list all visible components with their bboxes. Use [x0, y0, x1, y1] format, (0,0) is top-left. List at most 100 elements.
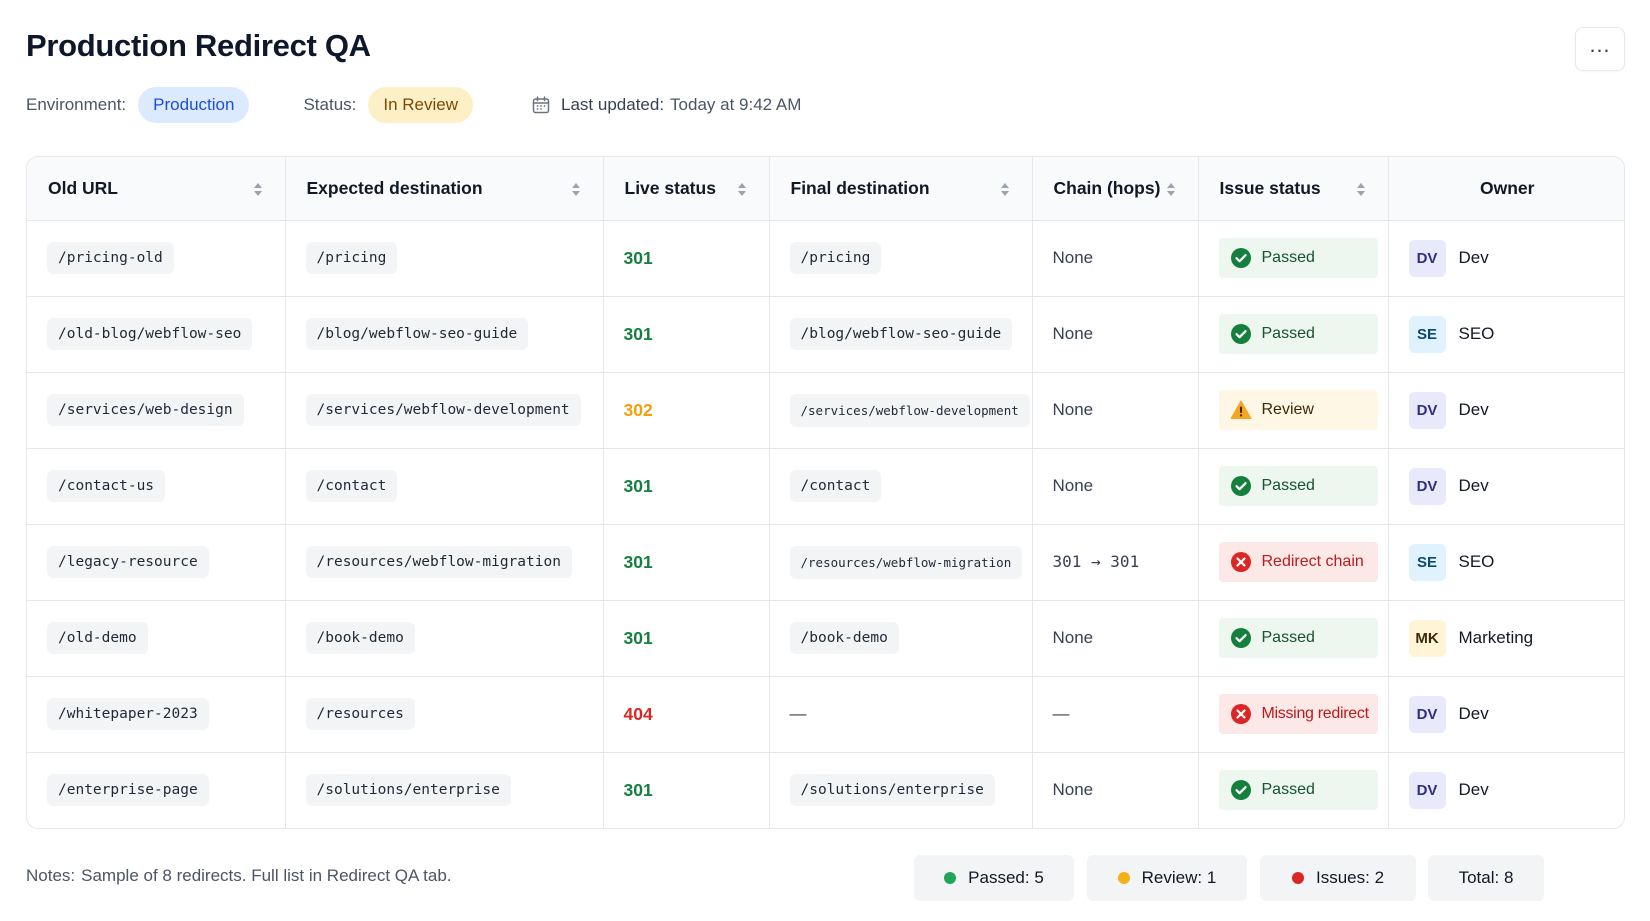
column-header-label: Final destination — [790, 177, 930, 198]
table-row[interactable]: /legacy-resource/resources/webflow-migra… — [27, 524, 1624, 601]
old-url-chip[interactable]: /services/web-design — [47, 394, 244, 426]
column-header-live-status[interactable]: Live status — [603, 157, 770, 221]
issue-status-label: Missing redirect — [1261, 705, 1370, 722]
cell-expected-destination: /services/webflow-development — [285, 372, 604, 449]
column-header-chain-hops[interactable]: Chain (hops) — [1032, 157, 1199, 221]
table-row[interactable]: /contact-us/contact 301/contact None Passed… — [27, 448, 1624, 525]
issue-status-badge[interactable]: Review — [1218, 390, 1378, 430]
issue-status-badge[interactable]: Passed — [1218, 238, 1378, 278]
sort-icon[interactable] — [1356, 181, 1366, 196]
cell-expected-destination: /solutions/enterprise — [285, 752, 604, 828]
owner[interactable]: DV Dev — [1408, 239, 1607, 277]
cell-owner: MK Marketing — [1388, 600, 1624, 677]
cell-live-status: 301 — [603, 296, 770, 373]
sort-icon[interactable] — [571, 181, 581, 196]
issue-status-badge[interactable]: Passed — [1218, 466, 1378, 506]
last-updated-label: Last updated: — [561, 95, 665, 114]
final-destination-chip[interactable]: /blog/webflow-seo-guide — [789, 318, 1013, 350]
final-destination-chip[interactable]: /solutions/enterprise — [789, 774, 995, 807]
cell-owner: SE SEO — [1388, 296, 1624, 373]
issue-status-label: Redirect chain — [1261, 553, 1364, 570]
avatar: SE — [1408, 315, 1446, 353]
owner[interactable]: DV Dev — [1408, 391, 1607, 429]
summary-review[interactable]: Review: 1 — [1087, 855, 1247, 901]
column-header-issue-status[interactable]: Issue status — [1198, 157, 1389, 221]
owner[interactable]: SE SEO — [1408, 315, 1607, 353]
sort-icon[interactable] — [1000, 181, 1010, 196]
expected-destination-chip[interactable]: /book-demo — [305, 622, 415, 654]
expected-destination-chip[interactable]: /pricing — [305, 242, 398, 274]
passed-dot-icon — [944, 872, 957, 884]
owner[interactable]: DV Dev — [1408, 771, 1607, 809]
sort-icon[interactable] — [253, 181, 263, 196]
expected-destination-chip[interactable]: /resources/webflow-migration — [305, 546, 572, 578]
old-url-chip[interactable]: /contact-us — [47, 470, 166, 502]
status-badge[interactable]: In Review — [368, 87, 474, 123]
avatar: DV — [1408, 467, 1446, 505]
column-header-expected-destination[interactable]: Expected destination — [285, 157, 604, 221]
old-url-chip[interactable]: /whitepaper-2023 — [47, 698, 209, 730]
owner-name: Dev — [1458, 400, 1489, 419]
issue-status-badge[interactable]: Missing redirect — [1218, 694, 1378, 734]
issues-dot-icon — [1291, 872, 1304, 884]
column-header-final-destination[interactable]: Final destination — [769, 157, 1033, 221]
check-circle-icon — [1230, 476, 1251, 496]
table-row[interactable]: /services/web-design/services/webflow-de… — [27, 372, 1624, 449]
sort-icon[interactable] — [1166, 181, 1176, 196]
cell-issue-status: Passed — [1198, 296, 1389, 373]
old-url-chip[interactable]: /old-blog/webflow-seo — [47, 318, 253, 350]
owner-name: SEO — [1458, 552, 1495, 571]
review-count: 1 — [1206, 868, 1217, 887]
old-url-chip[interactable]: /old-demo — [47, 622, 148, 654]
column-header-old-url[interactable]: Old URL — [27, 157, 286, 221]
final-destination-chip[interactable]: /resources/webflow-migration — [789, 545, 1023, 579]
owner[interactable]: SE SEO — [1408, 543, 1607, 581]
column-header-label: Old URL — [48, 177, 118, 198]
live-status-code: 302 — [623, 399, 653, 420]
error-circle-icon — [1230, 552, 1251, 572]
cell-owner: DV Dev — [1388, 372, 1624, 449]
final-destination-chip[interactable]: /contact — [789, 470, 882, 502]
cell-chain-hops: None — [1032, 372, 1199, 449]
table-row[interactable]: /whitepaper-2023/resources 404 — — Missing r… — [27, 676, 1624, 753]
cell-live-status: 301 — [603, 448, 770, 525]
expected-destination-chip[interactable]: /services/webflow-development — [305, 394, 581, 426]
table-row[interactable]: /enterprise-page/solutions/enterprise 301… — [27, 752, 1624, 828]
owner[interactable]: DV Dev — [1408, 467, 1607, 505]
issue-status-badge[interactable]: Redirect chain — [1218, 542, 1378, 582]
expected-destination-chip[interactable]: /resources — [305, 698, 415, 730]
old-url-chip[interactable]: /enterprise-page — [47, 774, 209, 807]
expected-destination-chip[interactable]: /contact — [305, 470, 398, 502]
old-url-chip[interactable]: /legacy-resource — [47, 546, 209, 578]
more-options-button[interactable]: … — [1575, 27, 1625, 71]
summary-issues[interactable]: Issues: 2 — [1260, 855, 1416, 901]
issue-status-label: Review — [1261, 401, 1314, 418]
cell-final-destination: /solutions/enterprise — [769, 752, 1033, 828]
old-url-chip[interactable]: /pricing-old — [47, 242, 174, 274]
final-destination-chip[interactable]: /pricing — [789, 242, 882, 274]
owner[interactable]: MK Marketing — [1408, 619, 1607, 657]
expected-destination-chip[interactable]: /blog/webflow-seo-guide — [305, 318, 529, 350]
table-row[interactable]: /pricing-old/pricing 301/pricing None Passe… — [27, 220, 1624, 297]
cell-live-status: 404 — [603, 676, 770, 753]
table-row[interactable]: /old-blog/webflow-seo/blog/webflow-seo-g… — [27, 296, 1624, 373]
cell-issue-status: Passed — [1198, 752, 1389, 828]
owner[interactable]: DV Dev — [1408, 695, 1607, 733]
expected-destination-chip[interactable]: /solutions/enterprise — [305, 774, 511, 807]
sort-icon[interactable] — [737, 181, 747, 196]
cell-live-status: 302 — [603, 372, 770, 449]
issue-status-label: Passed — [1261, 629, 1315, 646]
environment-badge[interactable]: Production — [138, 87, 250, 123]
summary-passed[interactable]: Passed: 5 — [914, 855, 1074, 901]
cell-chain-hops: None — [1032, 600, 1199, 677]
final-destination-chip[interactable]: /services/webflow-development — [789, 393, 1030, 427]
issues-count: 2 — [1374, 868, 1385, 887]
issue-status-badge[interactable]: Passed — [1218, 314, 1378, 354]
final-destination-chip[interactable]: /book-demo — [789, 622, 899, 654]
live-status-code: 404 — [623, 703, 653, 724]
table-row[interactable]: /old-demo/book-demo 301/book-demo None Pass… — [27, 600, 1624, 677]
summary-total: Total: 8 — [1428, 855, 1544, 901]
issue-status-badge[interactable]: Passed — [1218, 618, 1378, 658]
cell-old-url: /services/web-design — [27, 372, 286, 449]
issue-status-badge[interactable]: Passed — [1218, 770, 1378, 811]
